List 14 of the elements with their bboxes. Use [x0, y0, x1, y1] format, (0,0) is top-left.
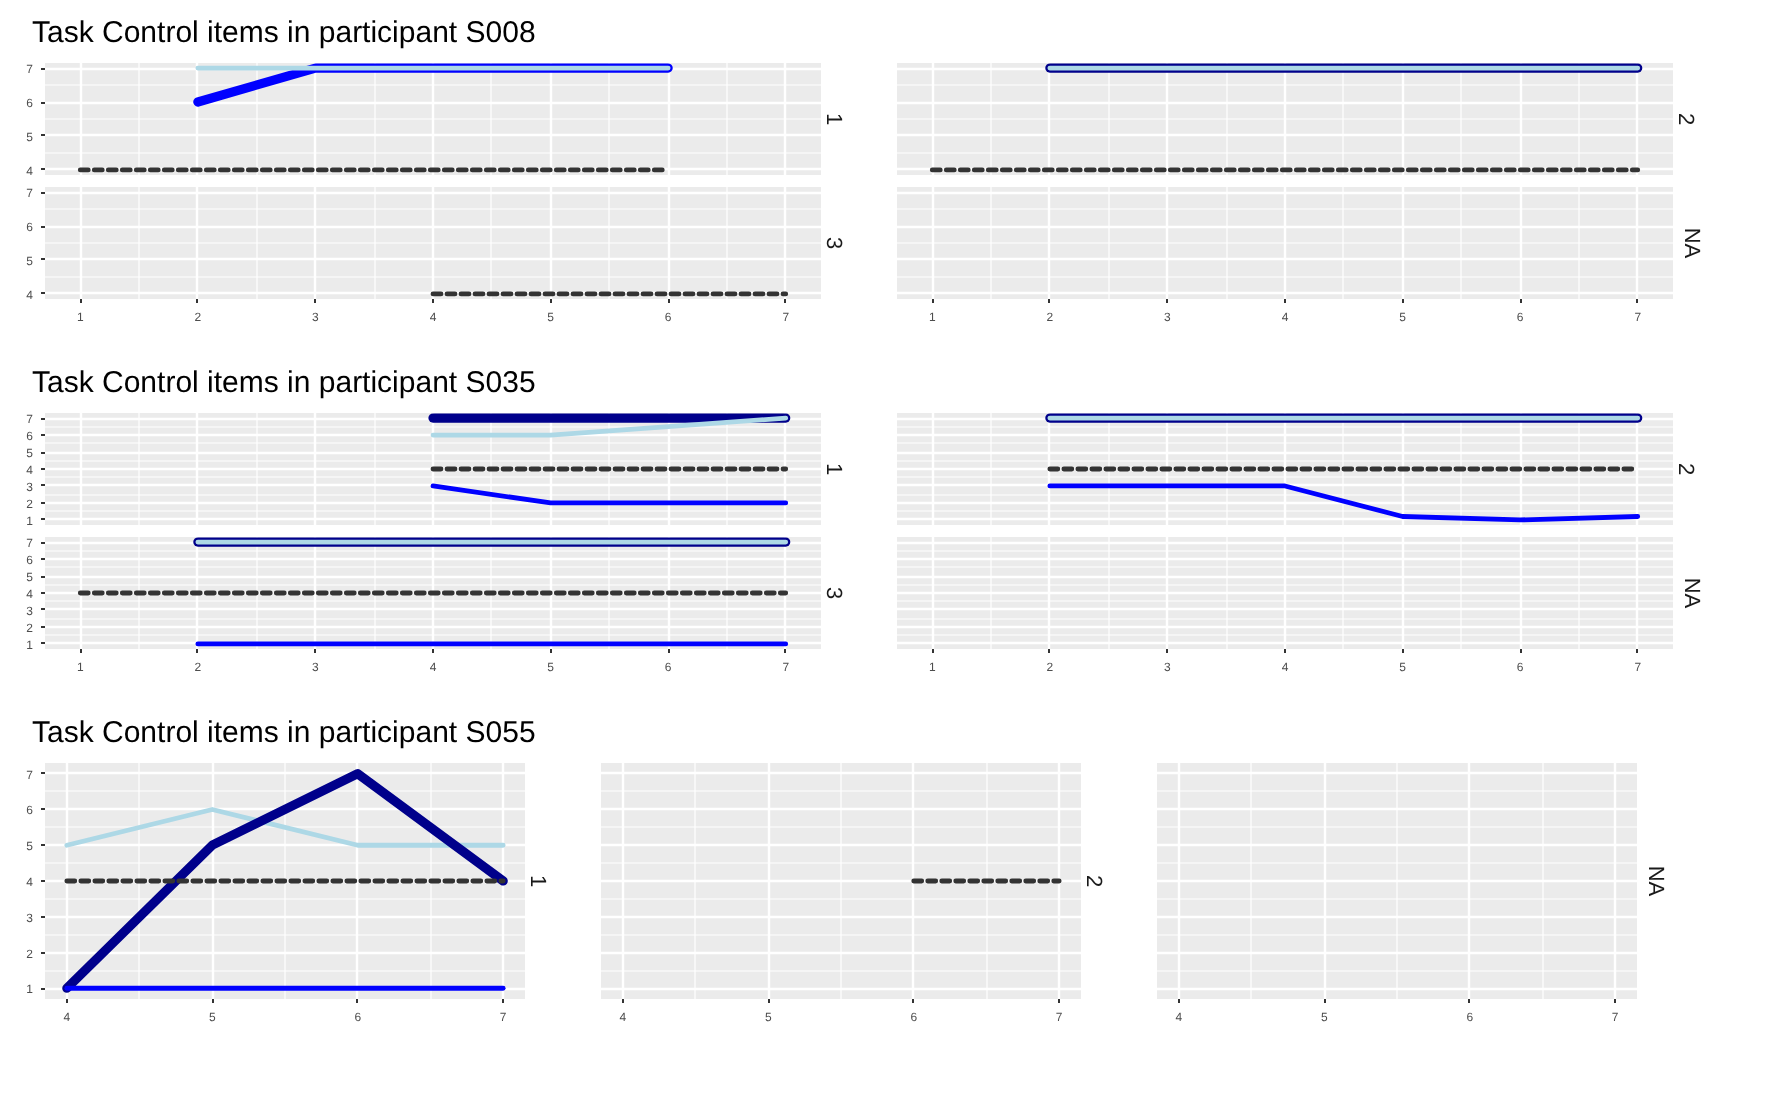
chart-title: Task Control items in participant S008 [32, 16, 536, 50]
text: 2 [1673, 462, 1697, 476]
text: 1 [821, 462, 845, 476]
text: 3 [821, 586, 845, 600]
text: 3 [821, 236, 845, 250]
text: NA [1643, 865, 1667, 898]
text: 2 [1673, 112, 1697, 126]
text: NA [1679, 227, 1703, 260]
text: 2 [1081, 874, 1105, 888]
text: NA [1679, 577, 1703, 610]
text: 1 [525, 874, 549, 888]
chart-title: Task Control items in participant S035 [32, 366, 536, 400]
text: 1 [821, 112, 845, 126]
chart-title: Task Control items in participant S055 [32, 716, 536, 750]
